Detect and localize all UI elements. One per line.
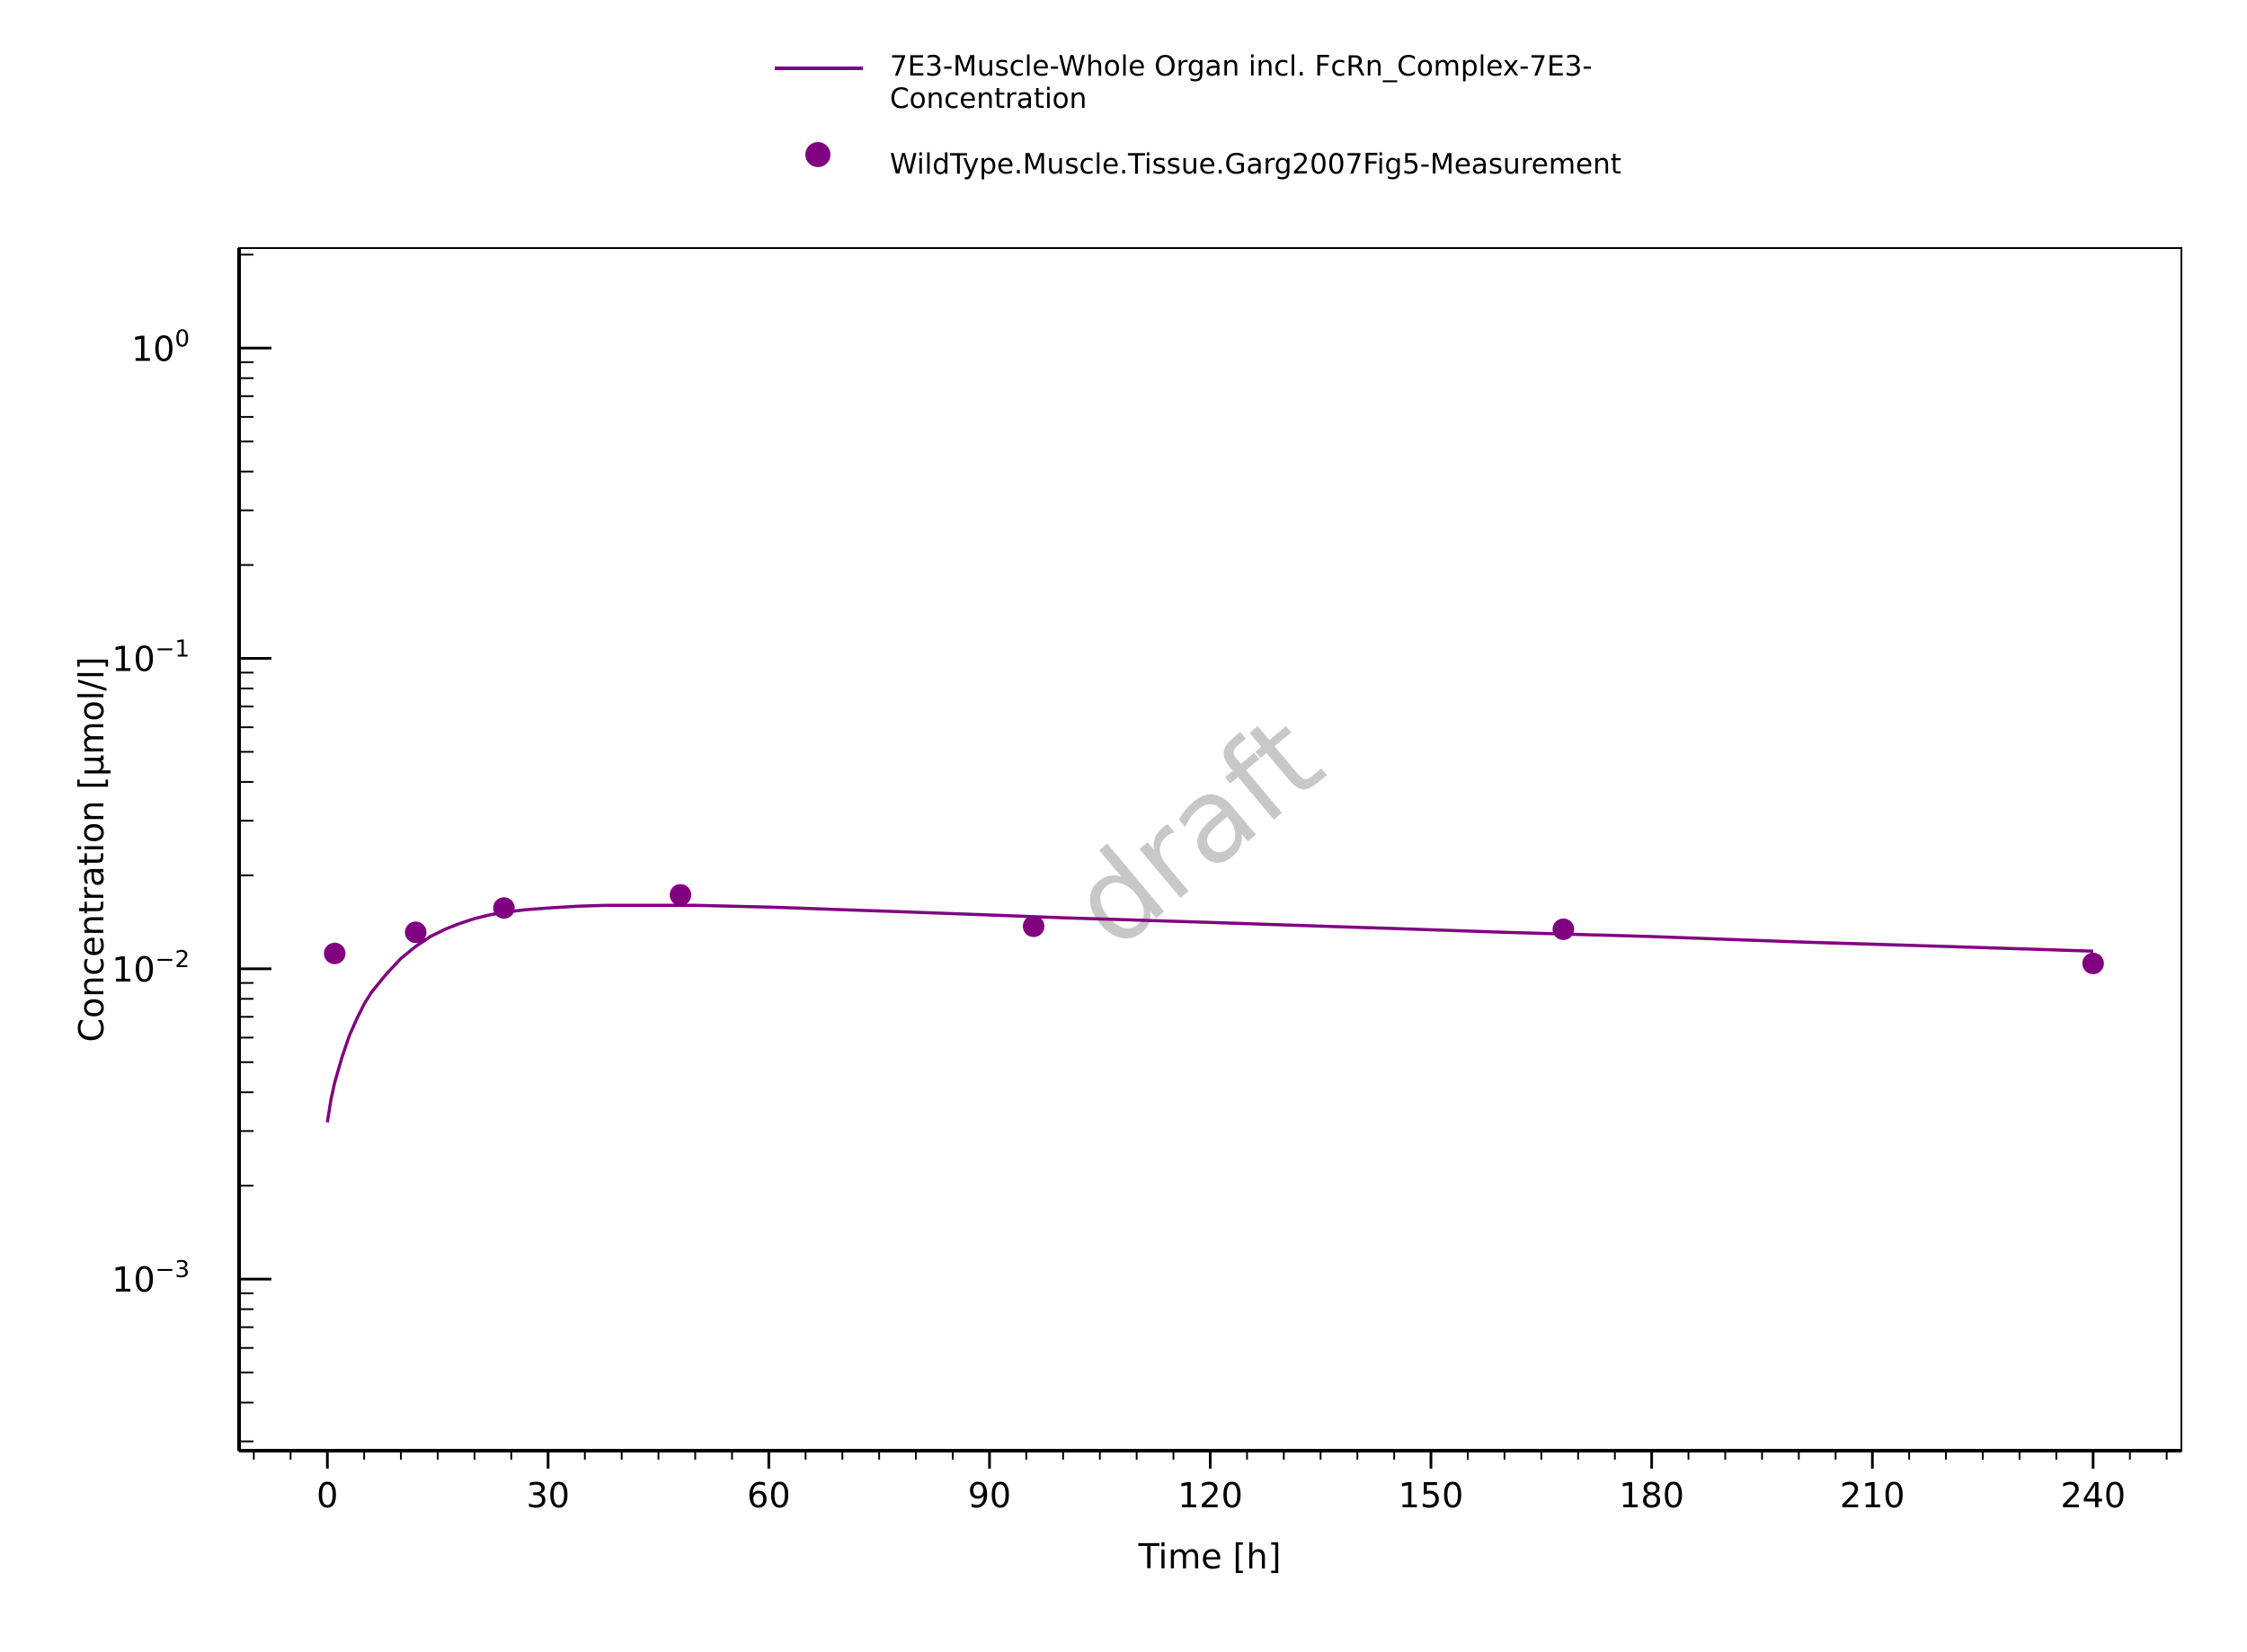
measurement-point (1023, 915, 1044, 937)
x-tick-label: 30 (527, 1476, 570, 1515)
legend-label-simulation-line2: Concentration (890, 83, 1087, 115)
y-axis-title: Concentration [µmol/l] (72, 657, 111, 1043)
measurement-point (324, 942, 346, 964)
legend-label-simulation-line1: 7E3-Muscle-Whole Organ incl. FcRn_Comple… (890, 50, 1593, 83)
x-tick-label: 0 (316, 1476, 338, 1515)
series-layer (324, 884, 2104, 1123)
legend-label-measurement: WildType.Muscle.Tissue.Garg2007Fig5-Meas… (890, 148, 1621, 181)
x-tick-label: 210 (1840, 1476, 1905, 1515)
y-tick-label-exponent: −3 (155, 1257, 190, 1283)
x-tick-label: 60 (747, 1476, 790, 1515)
legend-marker-swatch (805, 142, 830, 167)
y-tick-label-exponent: 0 (174, 325, 190, 352)
y-tick-label: 10−3 (111, 1257, 190, 1300)
measurement-point (1552, 918, 1575, 940)
y-tick-label: 100 (131, 325, 190, 369)
y-tick-label: 10−2 (111, 946, 190, 990)
y-tick-label-base: 10 (131, 329, 174, 369)
y-tick-label-base: 10 (111, 1260, 155, 1300)
measurement-point (404, 921, 427, 944)
y-tick-label-exponent: −2 (155, 946, 190, 973)
x-axis-ticks: 0 30 60 90 120 150 180 210 240 (253, 1451, 2168, 1515)
x-tick-label: 120 (1177, 1476, 1243, 1515)
y-tick-label-base: 10 (111, 640, 155, 679)
x-tick-label: 150 (1399, 1476, 1464, 1515)
y-tick-label-base: 10 (111, 950, 155, 990)
legend: 7E3-Muscle-Whole Organ incl. FcRn_Comple… (775, 50, 1621, 181)
x-axis-title: Time [h] (1138, 1537, 1282, 1577)
measurement-point (493, 897, 515, 919)
measurement-point (2082, 952, 2104, 974)
x-tick-label: 240 (2061, 1476, 2127, 1515)
y-tick-label-exponent: −1 (155, 636, 190, 663)
measurement-point (670, 884, 692, 906)
x-tick-label: 90 (968, 1476, 1011, 1515)
legend-label-simulation: 7E3-Muscle-Whole Organ incl. FcRn_Comple… (890, 50, 1601, 115)
simulation-line (325, 903, 2093, 1123)
y-tick-label: 10−1 (111, 636, 190, 679)
x-tick-label: 180 (1619, 1476, 1684, 1515)
